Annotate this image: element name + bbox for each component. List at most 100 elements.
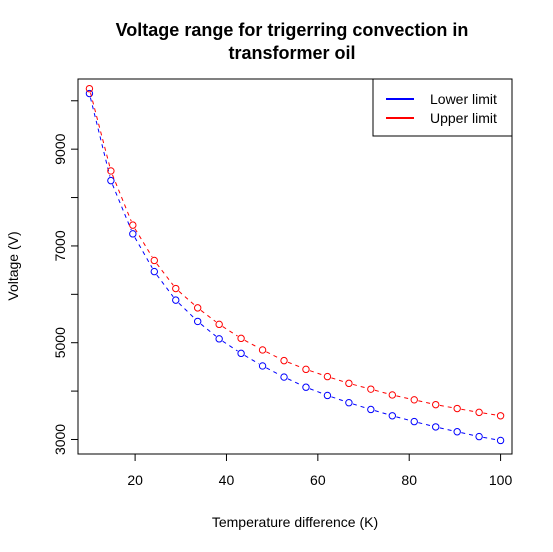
data-point [237, 334, 245, 343]
legend-label-upper: Upper limit [430, 110, 497, 126]
y-tick-label: 7000 [52, 230, 68, 261]
data-point [129, 221, 137, 229]
data-point [85, 89, 94, 98]
data-point [388, 391, 397, 399]
legend-box [372, 78, 513, 137]
series-segment [331, 396, 346, 402]
legend-label-lower: Lower limit [430, 91, 497, 107]
data-point [215, 335, 223, 343]
y-tick-label: 5000 [52, 327, 68, 358]
series-layer [85, 84, 505, 445]
series-segment [89, 97, 111, 177]
series-segment [200, 310, 217, 323]
series-segment [374, 389, 389, 395]
series-segment [112, 184, 132, 231]
data-point [345, 379, 353, 388]
y-axis: 3000 5000 7000 9000 [52, 100, 79, 455]
data-point [432, 423, 440, 431]
series-segment [309, 370, 324, 376]
x-axis: 20 40 60 80 100 [127, 453, 513, 488]
data-point [323, 391, 332, 400]
data-point [367, 385, 375, 393]
series-segment [156, 274, 174, 298]
x-tick-label: 40 [219, 472, 235, 488]
series-segment [309, 388, 324, 395]
data-point [302, 365, 310, 374]
data-point [453, 428, 461, 436]
data-point [475, 408, 483, 417]
data-point [496, 436, 505, 445]
data-point [107, 176, 115, 185]
series-segment [396, 395, 411, 400]
y-tick-label: 3000 [52, 424, 68, 455]
series-segment [222, 340, 238, 352]
series-segment [461, 408, 476, 413]
x-axis-label: Temperature difference (K) [212, 514, 378, 530]
data-point [172, 284, 180, 293]
data-point [432, 400, 440, 409]
data-point [367, 405, 375, 414]
series-segment [461, 432, 476, 437]
data-point [496, 412, 505, 420]
y-tick-label: 9000 [52, 133, 68, 164]
series-segment [287, 361, 303, 369]
series-segment [331, 377, 346, 383]
data-point [193, 317, 202, 326]
data-point [280, 373, 288, 381]
x-tick-label: 100 [489, 472, 513, 488]
series-segment [244, 339, 260, 349]
data-point [280, 356, 288, 365]
chart-title-line-1: Voltage range for trigerring convection … [116, 20, 469, 40]
data-point [85, 84, 94, 93]
data-point [302, 383, 310, 391]
series-segment [483, 436, 497, 441]
series-segment [89, 92, 111, 167]
data-point [107, 167, 115, 175]
series-segment [200, 323, 217, 337]
data-point [150, 267, 158, 276]
series-segment [483, 412, 497, 416]
series-segment [266, 351, 281, 360]
data-point [475, 432, 483, 441]
series-segment [439, 427, 454, 432]
data-point [172, 296, 180, 304]
series-segment [439, 404, 454, 409]
data-point [323, 372, 332, 381]
data-point [258, 362, 267, 370]
data-point [410, 417, 418, 426]
legend: Lower limit Upper limit [372, 78, 513, 137]
series-segment [156, 263, 174, 286]
series-upper-limit [85, 84, 505, 420]
y-axis-label: Voltage (V) [5, 231, 21, 300]
series-segment [374, 410, 389, 416]
series-segment [287, 378, 303, 386]
series-segment [134, 237, 153, 269]
series-segment [266, 367, 281, 376]
series-segment [244, 355, 260, 365]
series-segment [112, 174, 132, 222]
series-lower-limit [85, 89, 505, 445]
data-point [129, 230, 137, 238]
series-segment [352, 383, 367, 389]
series-segment [352, 403, 367, 409]
data-point [410, 396, 418, 404]
data-point [388, 412, 397, 420]
x-tick-label: 80 [401, 472, 417, 488]
x-tick-label: 20 [127, 472, 143, 488]
series-segment [134, 228, 153, 258]
x-tick-label: 60 [310, 472, 326, 488]
chart-title-line-2: transformer oil [228, 43, 355, 63]
data-point [345, 399, 353, 407]
data-point [258, 346, 267, 354]
series-segment [418, 422, 432, 427]
series-segment [418, 400, 432, 405]
series-segment [178, 302, 196, 319]
data-point [237, 349, 245, 358]
series-segment [396, 416, 411, 421]
data-point [193, 304, 202, 312]
data-point [150, 256, 158, 265]
series-segment [178, 290, 195, 306]
data-point [453, 404, 461, 413]
series-segment [222, 326, 238, 337]
